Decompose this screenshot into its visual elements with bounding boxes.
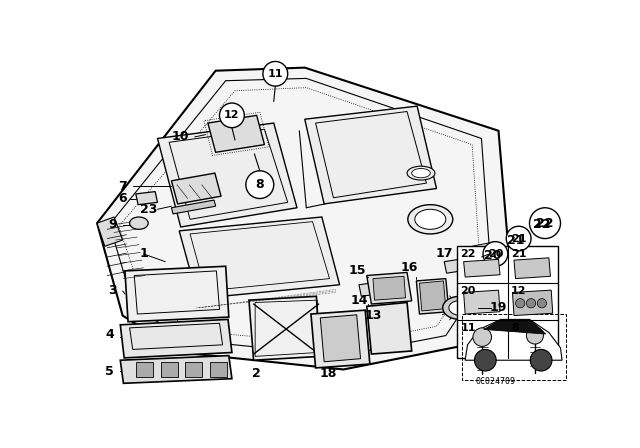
Polygon shape — [161, 362, 178, 377]
Polygon shape — [373, 276, 406, 300]
Circle shape — [529, 208, 561, 238]
Text: 17: 17 — [435, 247, 453, 260]
Circle shape — [531, 349, 552, 371]
Circle shape — [220, 103, 244, 128]
Circle shape — [537, 299, 547, 308]
Polygon shape — [249, 296, 320, 360]
Polygon shape — [97, 68, 510, 370]
Text: 22: 22 — [461, 250, 476, 259]
Circle shape — [483, 241, 508, 266]
Text: 9: 9 — [108, 218, 117, 231]
Polygon shape — [157, 123, 297, 227]
Text: 12: 12 — [224, 110, 239, 121]
Polygon shape — [120, 356, 232, 383]
Text: 2: 2 — [252, 367, 261, 380]
Polygon shape — [419, 281, 446, 311]
Polygon shape — [325, 335, 355, 362]
Text: 11: 11 — [268, 69, 283, 79]
Polygon shape — [186, 362, 202, 377]
Text: 14: 14 — [350, 293, 368, 307]
Text: 5: 5 — [105, 365, 114, 378]
Circle shape — [246, 171, 274, 198]
Polygon shape — [367, 272, 412, 304]
Text: 10: 10 — [172, 130, 189, 143]
Polygon shape — [465, 319, 562, 360]
Ellipse shape — [415, 209, 446, 229]
Polygon shape — [179, 217, 340, 299]
Polygon shape — [208, 116, 264, 152]
Text: 20: 20 — [461, 286, 476, 296]
Text: 23: 23 — [140, 203, 157, 216]
Polygon shape — [305, 106, 436, 204]
Text: 12: 12 — [511, 286, 527, 296]
Polygon shape — [320, 315, 360, 362]
Circle shape — [516, 299, 525, 308]
Text: 6: 6 — [118, 192, 127, 205]
Circle shape — [526, 299, 536, 308]
Polygon shape — [367, 302, 412, 354]
Polygon shape — [463, 290, 500, 314]
Polygon shape — [125, 266, 229, 322]
Circle shape — [506, 226, 531, 251]
Text: 3: 3 — [108, 284, 117, 297]
Text: 18: 18 — [319, 367, 337, 380]
Text: 20: 20 — [488, 249, 503, 259]
Text: 8: 8 — [255, 178, 264, 191]
Polygon shape — [136, 192, 157, 205]
Ellipse shape — [443, 296, 477, 319]
Text: 8: 8 — [511, 323, 518, 333]
Circle shape — [526, 327, 543, 344]
Polygon shape — [172, 173, 221, 204]
Ellipse shape — [449, 301, 470, 315]
Polygon shape — [359, 281, 388, 296]
Text: 21: 21 — [507, 233, 524, 246]
Ellipse shape — [412, 168, 430, 178]
Circle shape — [473, 328, 492, 346]
Polygon shape — [484, 321, 546, 334]
Polygon shape — [136, 362, 153, 377]
Circle shape — [474, 349, 496, 371]
Text: 0C024709: 0C024709 — [476, 377, 515, 386]
Bar — [458, 246, 558, 358]
Polygon shape — [514, 258, 550, 279]
Text: 16: 16 — [401, 261, 418, 274]
Polygon shape — [513, 290, 553, 315]
Circle shape — [263, 61, 288, 86]
Text: 19: 19 — [490, 302, 507, 314]
Polygon shape — [210, 362, 227, 377]
Polygon shape — [311, 310, 370, 368]
Ellipse shape — [129, 217, 148, 229]
Polygon shape — [172, 200, 216, 214]
Text: 15: 15 — [349, 264, 366, 277]
Polygon shape — [120, 319, 232, 358]
Text: 20: 20 — [484, 249, 501, 262]
Text: 4: 4 — [105, 328, 114, 341]
Bar — [462, 314, 566, 380]
Text: 1: 1 — [139, 247, 148, 260]
Text: 11: 11 — [461, 323, 476, 333]
Ellipse shape — [407, 166, 435, 180]
Ellipse shape — [408, 205, 452, 234]
Polygon shape — [417, 279, 449, 314]
Polygon shape — [97, 217, 123, 246]
Text: 13: 13 — [364, 309, 381, 322]
Polygon shape — [463, 259, 500, 277]
Text: 22: 22 — [536, 217, 554, 230]
Text: 21: 21 — [511, 250, 527, 259]
Text: 21: 21 — [511, 233, 527, 244]
Text: 7: 7 — [118, 180, 127, 193]
Text: 22: 22 — [533, 218, 550, 231]
Polygon shape — [444, 258, 472, 273]
